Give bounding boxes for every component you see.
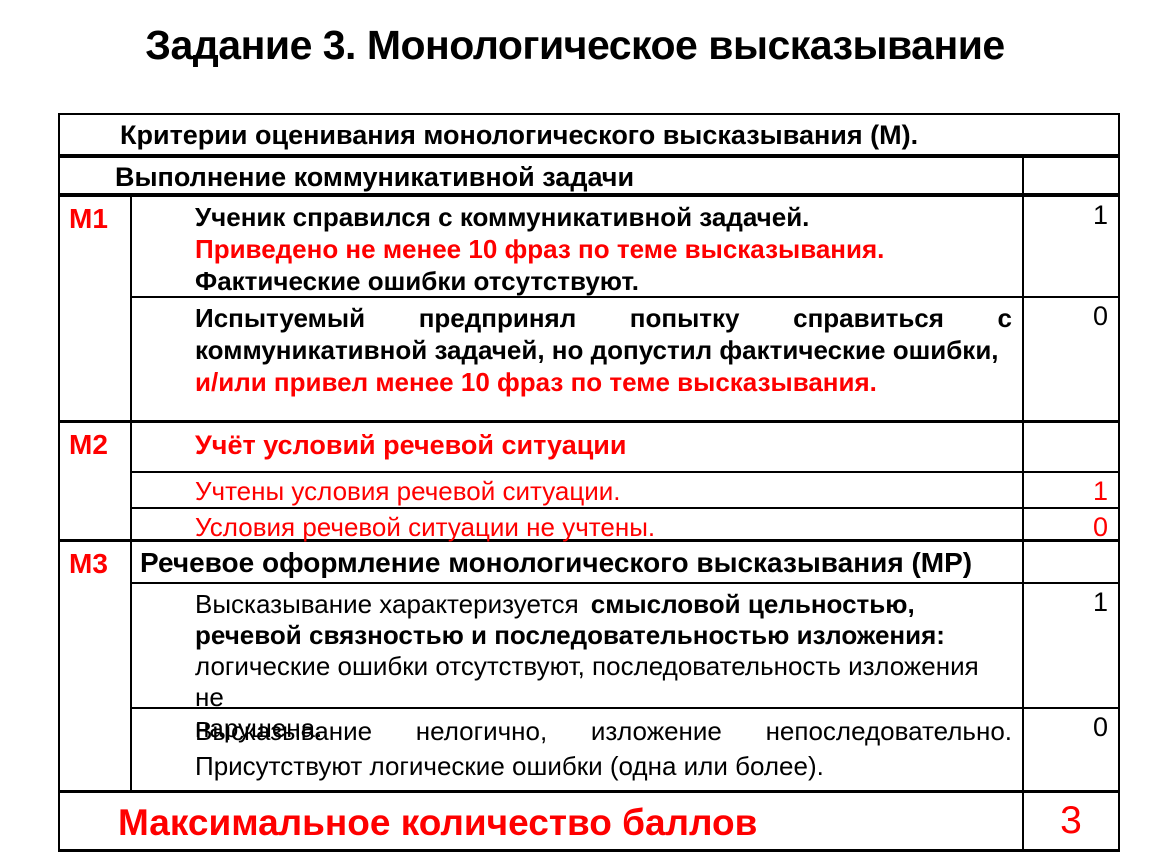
footer-label: Максимальное количество баллов <box>60 793 1024 849</box>
m2-header-score-cell <box>1024 423 1118 471</box>
m2-score1-text: Учтены условия речевой ситуации. <box>132 473 1024 507</box>
m3-score0-line2: Присутствуют логические ошибки (одна или… <box>195 751 824 781</box>
m2-header-row: Учёт условий речевой ситуации <box>132 423 1118 473</box>
section-header-text: Выполнение коммуникативной задачи <box>60 158 1024 193</box>
m2-rows: Учёт условий речевой ситуации Учтены усл… <box>132 423 1118 542</box>
m1-score1-line1: Ученик справился с коммуникативной задач… <box>195 202 810 232</box>
section-header-score-cell <box>1024 158 1118 193</box>
footer-row: Максимальное количество баллов 3 <box>60 793 1118 849</box>
m1-score1-line3: Фактические ошибки отсутствуют. <box>195 266 640 296</box>
m3-score1-value: 1 <box>1092 587 1108 617</box>
m3-header-text: Речевое оформление монологического выска… <box>132 542 1024 582</box>
m3-score1-row: Высказывание характеризуется смысловой це… <box>132 584 1118 743</box>
m1-score1-line2: Приведено не менее 10 фраз по теме выска… <box>195 234 885 264</box>
m3-score1-line1: Высказывание характеризуется смысловой це… <box>195 589 1012 620</box>
m3-header-row: Речевое оформление монологического выска… <box>132 542 1118 584</box>
section-header-row: Выполнение коммуникативной задачи <box>60 158 1118 197</box>
criteria-table: Критерии оценивания монологического выск… <box>58 113 1120 852</box>
m2-header-text: Учёт условий речевой ситуации <box>132 423 1024 471</box>
m1-score0-line1: Испытуемый предпринял попытку справиться… <box>195 303 1012 333</box>
m3-score1-line2: речевой связностью и последовательностью… <box>195 620 945 650</box>
m3-score0-line1: Высказывание нелогично, изложение непосл… <box>195 716 1012 746</box>
table-header-row: Критерии оценивания монологического выск… <box>60 115 1118 158</box>
m2-label: М2 <box>60 423 132 539</box>
m1-score1-value: 1 <box>1092 200 1108 230</box>
m1-label: М1 <box>60 197 132 420</box>
m3-score1-line4: нарушена. <box>195 713 323 743</box>
footer-score: 3 <box>1060 799 1082 842</box>
m3-score0-value: 0 <box>1092 712 1108 742</box>
m3-score1-line3: логические ошибки отсутствуют, последова… <box>195 651 979 712</box>
m2-score0-text: Условия речевой ситуации не учтены. <box>132 509 1024 542</box>
section-m2: М2 Учёт условий речевой ситуации Учтены … <box>60 423 1118 542</box>
section-m1: М1 Ученик справился с коммуникативной за… <box>60 197 1118 423</box>
m3-score1-line1-normal: Высказывание характеризуется <box>195 589 579 619</box>
m3-header-score-cell <box>1024 542 1118 582</box>
table-header-text: Критерии оценивания монологического выск… <box>120 120 919 150</box>
m1-score0-text: Испытуемый предпринял попытку справиться… <box>132 298 1024 420</box>
m3-score0-row: Высказывание нелогично, изложение непосл… <box>132 709 1118 790</box>
m1-rows: Ученик справился с коммуникативной задач… <box>132 197 1118 420</box>
m1-score0-line2: коммуникативной задачей, но допустил фак… <box>195 335 999 365</box>
m1-score1-text: Ученик справился с коммуникативной задач… <box>132 197 1024 296</box>
m2-score0-row: Условия речевой ситуации не учтены. 0 <box>132 509 1118 542</box>
m3-score1-line1-bold: смысловой цельностью, <box>590 589 915 619</box>
m3-rows: Речевое оформление монологического выска… <box>132 542 1118 790</box>
m3-score1-text: Высказывание характеризуется смысловой це… <box>132 584 1024 743</box>
m2-score1-row: Учтены условия речевой ситуации. 1 <box>132 473 1118 509</box>
m1-score0-value: 0 <box>1092 301 1108 331</box>
m2-score1-value: 1 <box>1092 476 1108 506</box>
section-m3: М3 Речевое оформление монологического вы… <box>60 542 1118 793</box>
m1-score0-line3: и/или привел менее 10 фраз по теме выска… <box>195 367 877 397</box>
page-title: Задание 3. Монологическое высказывание <box>145 22 1005 68</box>
m3-score0-text: Высказывание нелогично, изложение непосл… <box>132 709 1024 790</box>
m2-score0-value: 0 <box>1092 512 1108 542</box>
m3-label: М3 <box>60 542 132 790</box>
m1-score1-row: Ученик справился с коммуникативной задач… <box>132 197 1118 298</box>
m1-score0-row: Испытуемый предпринял попытку справиться… <box>132 298 1118 420</box>
